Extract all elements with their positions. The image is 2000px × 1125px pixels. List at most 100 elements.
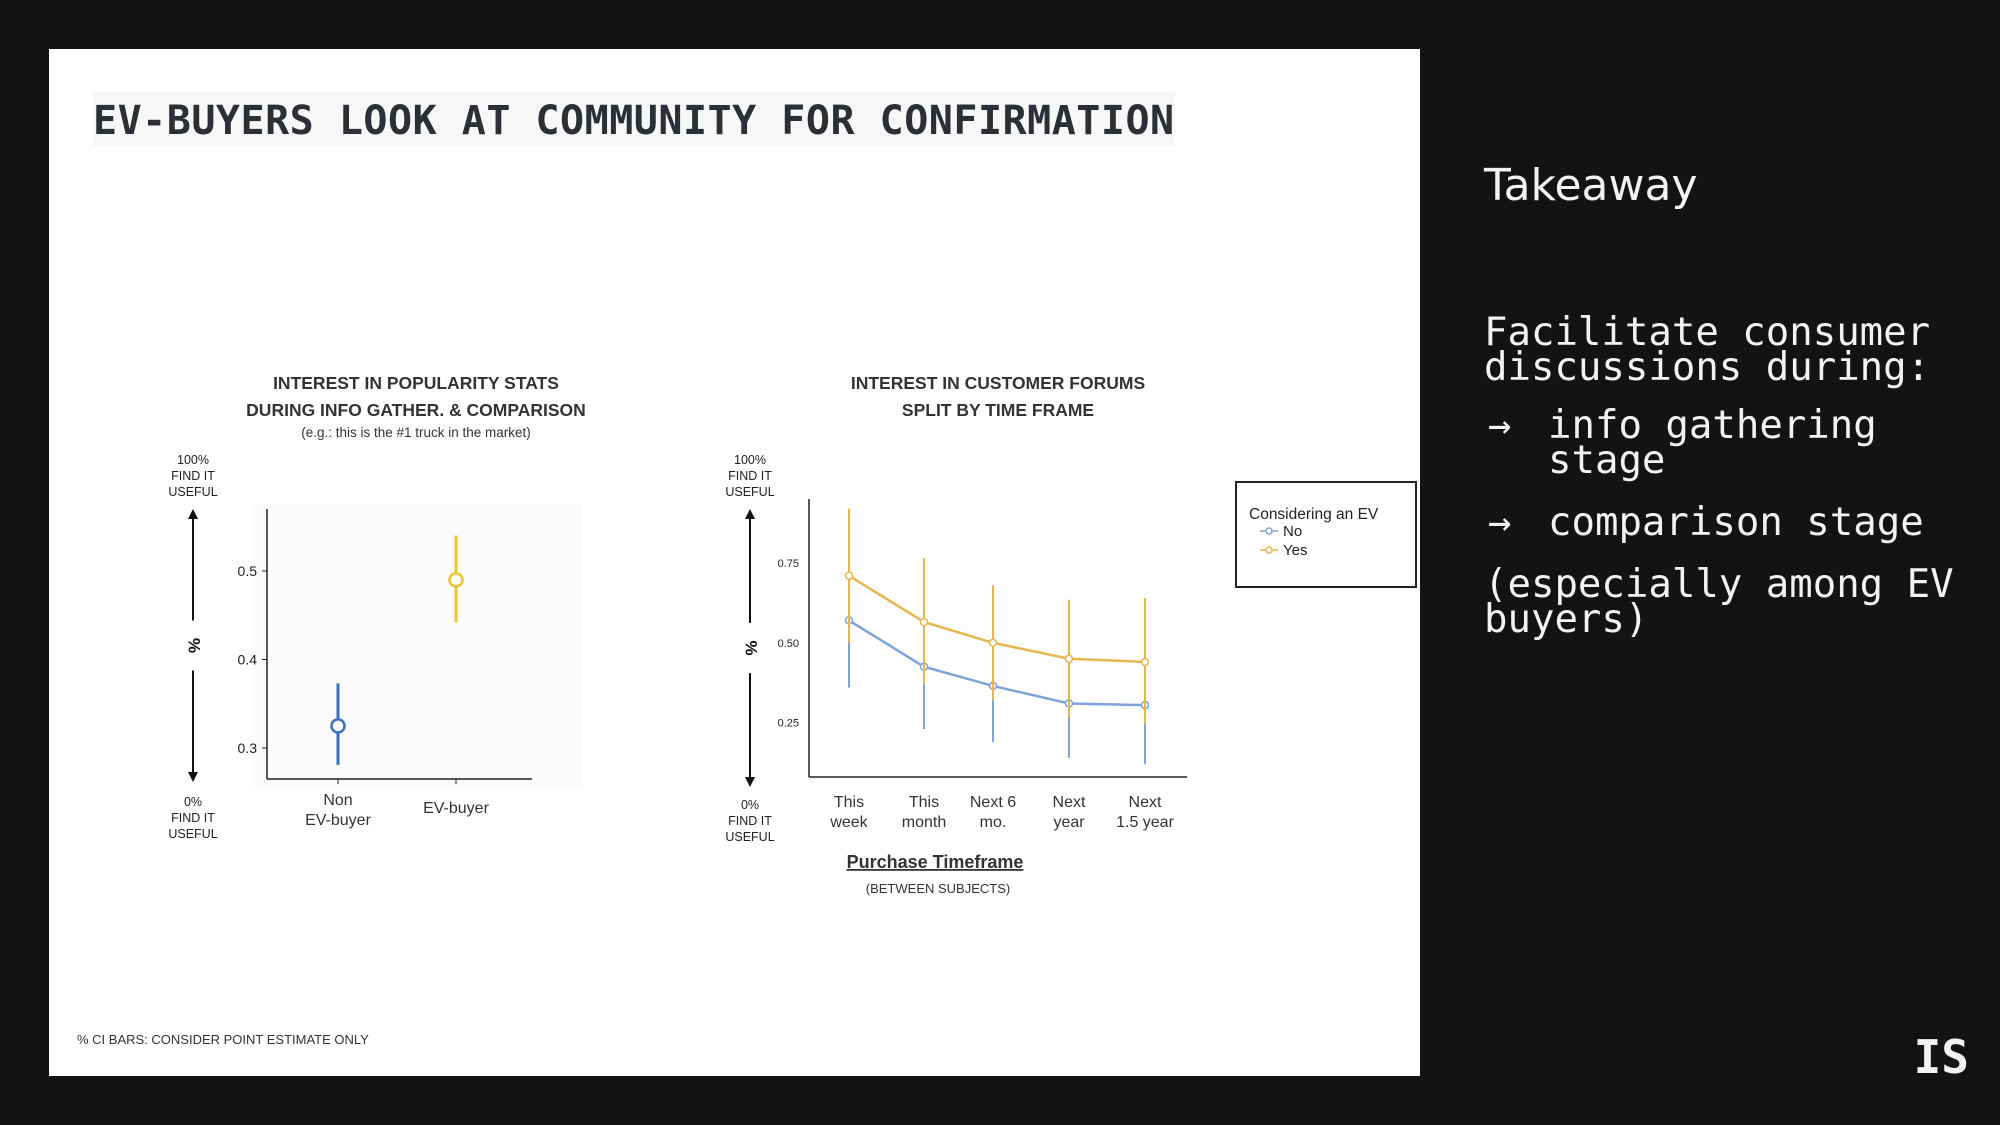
chart1-x-tick-label-line: Non — [323, 792, 352, 809]
chart1-marks — [330, 535, 464, 765]
brand-logo: IS — [1913, 1030, 1969, 1084]
chart1-usefulness-scale: 100% FIND IT USEFUL 0% FIND IT USEFUL% — [168, 453, 217, 841]
takeaway-note: (especially among EV buyers) — [1484, 562, 1954, 642]
takeaway-heading: Takeaway — [1484, 160, 1698, 211]
legend-items: No Yes — [1260, 523, 1307, 559]
scale-bottom-label: 0% FIND IT USEFUL — [725, 798, 774, 844]
chart2-x-tick-label-line: This — [834, 794, 864, 811]
arrow-right-icon: → — [1488, 403, 1512, 448]
takeaway-panel: Takeaway Facilitate consumer discussions… — [1484, 0, 1984, 1125]
scale-bottom-label-line: USEFUL — [725, 830, 774, 844]
chart1-point — [330, 718, 346, 734]
chart2-point — [1064, 654, 1074, 664]
chart1-x-tick-label-line: EV-buyer — [423, 800, 489, 817]
legend-title: Considering an EV — [1249, 506, 1379, 523]
legend-box — [1235, 481, 1417, 588]
scale-bottom-label-line: FIND IT — [171, 811, 215, 825]
chart2-x-tick-label: This month — [902, 794, 946, 831]
chart2-x-tick-label: This week — [829, 794, 868, 831]
chart2-xlabel: Purchase Timeframe — [847, 852, 1024, 872]
chart1-y-tick-label: 0.5 — [238, 563, 258, 579]
chart2-x-tick-label: Next 1.5 year — [1116, 794, 1174, 831]
chart2-title-text: INTEREST IN CUSTOMER FORUMS SPLIT BY TIME… — [851, 373, 1145, 420]
arrow-right-icon: → — [1488, 500, 1512, 545]
chart1-y-tick-label: 0.3 — [238, 740, 258, 756]
chart2-x-tick-label-line: month — [902, 814, 946, 831]
scale-top-label-line: FIND IT — [171, 469, 215, 483]
chart2-series-no — [844, 548, 1150, 765]
chart2-title-text-line: SPLIT BY TIME FRAME — [902, 400, 1094, 420]
scale-top-label-line: USEFUL — [168, 485, 217, 499]
scale-bottom-label-line: 0% — [741, 798, 759, 812]
chart1-title: INTEREST IN POPULARITY STATS DURING INFO … — [246, 373, 586, 420]
chart1-x-tick-label: EV-buyer — [423, 800, 489, 817]
chart2-point — [1140, 657, 1150, 667]
scale-bottom-label-line: 0% — [184, 795, 202, 809]
chart2-x-tick-label-line: Next — [1053, 794, 1086, 811]
bullet-text: info gathering stage — [1548, 403, 1877, 483]
scale-top-label: 100% FIND IT USEFUL — [725, 453, 774, 499]
chart2-x-tick-label-line: mo. — [980, 814, 1007, 831]
legend-label: Yes — [1283, 542, 1307, 559]
popularity-stats-chart: INTEREST IN POPULARITY STATS DURING INFO … — [168, 373, 586, 841]
chart1-axes: 0.3 0.4 0.5 Non EV-buyer EV-buyer — [238, 505, 582, 829]
chart2-xlabel-note: (BETWEEN SUBJECTS) — [866, 881, 1010, 896]
chart2-x-tick-label: Next 6 mo. — [970, 794, 1016, 831]
scale-top-label-line: 100% — [734, 453, 766, 467]
chart2-usefulness-scale: 100% FIND IT USEFUL 0% FIND IT USEFUL% — [725, 453, 774, 844]
chart2-x-tick-label-line: Next — [1129, 794, 1162, 811]
chart2-x-tick-label-line: Next 6 — [970, 794, 1016, 811]
arrow-up-icon — [188, 509, 198, 519]
arrow-down-icon — [745, 777, 755, 787]
bullet-text: comparison stage — [1548, 500, 1924, 545]
chart1-title-text: INTEREST IN POPULARITY STATS DURING INFO … — [246, 373, 586, 420]
scale-bottom-label-line: USEFUL — [168, 827, 217, 841]
chart1-title-text-line: INTEREST IN POPULARITY STATS — [273, 373, 559, 393]
chart2-x-tick-label-line: year — [1053, 814, 1085, 831]
chart2-point — [919, 617, 929, 627]
takeaway-intro: Facilitate consumer discussions during: — [1484, 310, 1931, 390]
chart1-subtitle: (e.g.: this is the #1 truck in the marke… — [301, 425, 531, 440]
scale-top-label-line: USEFUL — [725, 485, 774, 499]
chart2-x-tick-label-line: week — [829, 814, 868, 831]
chart1-point — [448, 572, 464, 588]
chart1-y-tick-label: 0.4 — [238, 651, 258, 667]
chart1-title-text-line: DURING INFO GATHER. & COMPARISON — [246, 400, 586, 420]
slide-canvas: EV-BUYERS LOOK AT COMMUNITY FOR CONFIRMA… — [49, 49, 1420, 1076]
chart2-point — [988, 638, 998, 648]
scale-bottom-label-line: FIND IT — [728, 814, 772, 828]
chart2-y-tick-label: 0.25 — [778, 718, 799, 730]
takeaway-body: Facilitate consumer discussions during: … — [1484, 310, 1984, 642]
chart2-marks — [844, 508, 1150, 765]
chart2-x-tick-label-line: 1.5 year — [1116, 814, 1174, 831]
chart2-series-line — [848, 619, 1146, 707]
chart2-x-tick-label: Next year — [1053, 794, 1086, 831]
chart2-legend: Considering an EV No Yes — [1235, 481, 1417, 588]
arrow-down-icon — [188, 772, 198, 782]
scale-axis-symbol: % — [185, 638, 204, 653]
scale-top-label: 100% FIND IT USEFUL — [168, 453, 217, 499]
scale-bottom-label: 0% FIND IT USEFUL — [168, 795, 217, 841]
legend-swatch-marker — [1265, 546, 1273, 554]
takeaway-bullet: → comparison stage — [1484, 500, 1984, 545]
footnote: % CI BARS: CONSIDER POINT ESTIMATE ONLY — [77, 1032, 369, 1047]
chart2-title-text-line: INTEREST IN CUSTOMER FORUMS — [851, 373, 1145, 393]
chart2-x-tick-label-line: This — [909, 794, 939, 811]
legend-label: No — [1283, 523, 1302, 540]
legend-swatch-marker — [1265, 527, 1273, 535]
chart1-x-tick-label: Non EV-buyer — [305, 792, 371, 829]
customer-forums-chart: INTEREST IN CUSTOMER FORUMS SPLIT BY TIME… — [725, 373, 1417, 896]
scale-top-label-line: 100% — [177, 453, 209, 467]
takeaway-bullet: → info gathering stage — [1484, 403, 1984, 483]
chart2-title: INTEREST IN CUSTOMER FORUMS SPLIT BY TIME… — [851, 373, 1145, 420]
chart2-y-tick-label: 0.50 — [778, 638, 799, 650]
scale-top-label-line: FIND IT — [728, 469, 772, 483]
slide-title: EV-BUYERS LOOK AT COMMUNITY FOR CONFIRMA… — [93, 92, 1175, 146]
chart2-series-yes — [844, 508, 1150, 725]
chart2-point — [844, 571, 854, 580]
chart2-y-tick-label: 0.75 — [778, 558, 799, 570]
arrow-up-icon — [745, 509, 755, 519]
chart1-x-tick-label-line: EV-buyer — [305, 812, 371, 829]
scale-axis-symbol: % — [742, 640, 761, 655]
